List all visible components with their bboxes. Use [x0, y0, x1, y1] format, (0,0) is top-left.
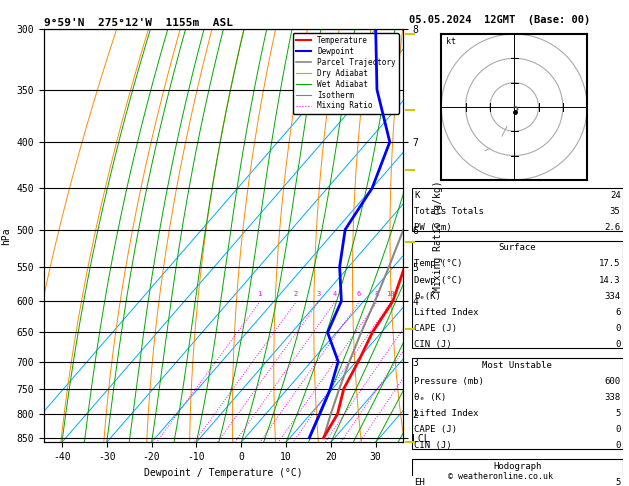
Text: EH: EH: [414, 478, 425, 486]
Text: 2.6: 2.6: [604, 223, 621, 232]
Text: Pressure (mb): Pressure (mb): [414, 377, 484, 385]
Y-axis label: hPa: hPa: [1, 227, 11, 244]
Text: 4: 4: [333, 291, 337, 297]
Text: 1: 1: [257, 291, 262, 297]
Text: 17.5: 17.5: [599, 260, 621, 268]
Text: 0: 0: [615, 340, 621, 348]
Text: CIN (J): CIN (J): [414, 441, 452, 450]
Text: 24: 24: [610, 191, 621, 200]
Text: Lifted Index: Lifted Index: [414, 308, 479, 316]
Text: Most Unstable: Most Unstable: [482, 361, 552, 369]
Text: 600: 600: [604, 377, 621, 385]
Text: 338: 338: [604, 393, 621, 401]
Text: 14.3: 14.3: [599, 276, 621, 284]
Text: Temp (°C): Temp (°C): [414, 260, 462, 268]
Text: 5: 5: [615, 409, 621, 417]
Text: 6: 6: [357, 291, 361, 297]
Text: 8: 8: [374, 291, 379, 297]
Y-axis label: Mixing Ratio (g/kg): Mixing Ratio (g/kg): [433, 180, 443, 292]
Text: 2: 2: [294, 291, 298, 297]
Text: 6: 6: [615, 308, 621, 316]
Text: Surface: Surface: [499, 243, 536, 252]
Text: 5: 5: [615, 478, 621, 486]
Text: Totals Totals: Totals Totals: [414, 207, 484, 216]
Text: 10: 10: [386, 291, 395, 297]
Text: 9°59'N  275°12'W  1155m  ASL: 9°59'N 275°12'W 1155m ASL: [44, 18, 233, 28]
Text: Dewp (°C): Dewp (°C): [414, 276, 462, 284]
Text: Lifted Index: Lifted Index: [414, 409, 479, 417]
Text: 0: 0: [615, 324, 621, 332]
Bar: [412, 358, 623, 449]
Text: CAPE (J): CAPE (J): [414, 324, 457, 332]
Text: 3: 3: [316, 291, 320, 297]
Text: © weatheronline.co.uk: © weatheronline.co.uk: [448, 472, 552, 481]
Text: θₑ(K): θₑ(K): [414, 292, 441, 300]
Text: 35: 35: [610, 207, 621, 216]
X-axis label: Dewpoint / Temperature (°C): Dewpoint / Temperature (°C): [144, 468, 303, 478]
Text: K: K: [414, 191, 420, 200]
Text: kt: kt: [446, 37, 456, 46]
Text: θₑ (K): θₑ (K): [414, 393, 447, 401]
Text: 334: 334: [604, 292, 621, 300]
Text: PW (cm): PW (cm): [414, 223, 452, 232]
Text: CAPE (J): CAPE (J): [414, 425, 457, 434]
Text: 05.05.2024  12GMT  (Base: 00): 05.05.2024 12GMT (Base: 00): [409, 15, 591, 25]
Legend: Temperature, Dewpoint, Parcel Trajectory, Dry Adiabat, Wet Adiabat, Isotherm, Mi: Temperature, Dewpoint, Parcel Trajectory…: [292, 33, 399, 114]
Text: 0: 0: [615, 425, 621, 434]
Text: CIN (J): CIN (J): [414, 340, 452, 348]
Bar: [412, 188, 623, 231]
Text: Hodograph: Hodograph: [493, 462, 542, 470]
Text: 0: 0: [615, 441, 621, 450]
Bar: [412, 459, 623, 486]
Bar: [412, 241, 623, 347]
